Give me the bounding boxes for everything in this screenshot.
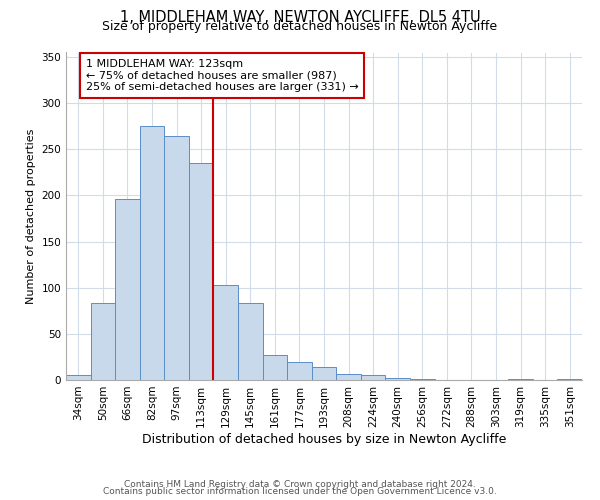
Bar [189, 163, 214, 380]
Bar [287, 362, 312, 380]
Bar [336, 374, 361, 380]
Bar [238, 304, 263, 380]
Bar [66, 376, 91, 380]
Bar [508, 379, 533, 380]
Bar [385, 378, 410, 380]
Bar [557, 379, 582, 380]
Bar [263, 355, 287, 380]
Bar [91, 304, 115, 380]
Bar [361, 376, 385, 380]
Bar [140, 126, 164, 380]
X-axis label: Distribution of detached houses by size in Newton Aycliffe: Distribution of detached houses by size … [142, 432, 506, 446]
Bar [214, 285, 238, 380]
Text: Size of property relative to detached houses in Newton Aycliffe: Size of property relative to detached ho… [103, 20, 497, 33]
Bar [164, 136, 189, 380]
Text: 1 MIDDLEHAM WAY: 123sqm
← 75% of detached houses are smaller (987)
25% of semi-d: 1 MIDDLEHAM WAY: 123sqm ← 75% of detache… [86, 59, 358, 92]
Bar [410, 379, 434, 380]
Bar [115, 199, 140, 380]
Bar [312, 367, 336, 380]
Y-axis label: Number of detached properties: Number of detached properties [26, 128, 36, 304]
Text: Contains HM Land Registry data © Crown copyright and database right 2024.: Contains HM Land Registry data © Crown c… [124, 480, 476, 489]
Text: Contains public sector information licensed under the Open Government Licence v3: Contains public sector information licen… [103, 487, 497, 496]
Text: 1, MIDDLEHAM WAY, NEWTON AYCLIFFE, DL5 4TU: 1, MIDDLEHAM WAY, NEWTON AYCLIFFE, DL5 4… [119, 10, 481, 25]
